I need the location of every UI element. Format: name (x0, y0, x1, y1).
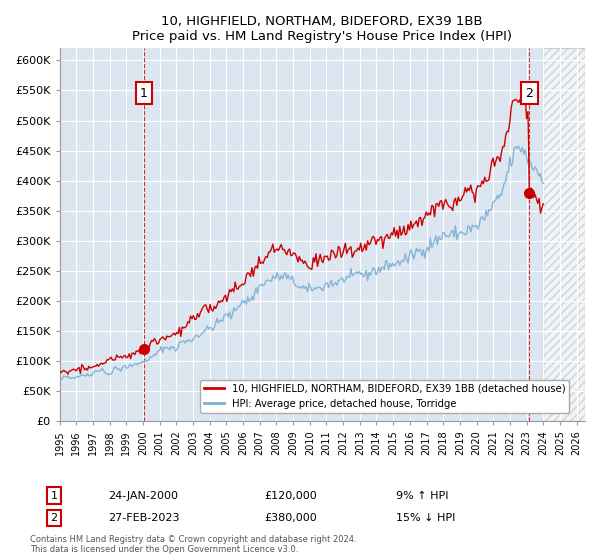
Text: 27-FEB-2023: 27-FEB-2023 (108, 513, 179, 523)
Text: £380,000: £380,000 (264, 513, 317, 523)
Text: 15% ↓ HPI: 15% ↓ HPI (396, 513, 455, 523)
Bar (543, 48, 585, 422)
Text: 1: 1 (50, 491, 58, 501)
Text: 2: 2 (526, 87, 533, 100)
Text: 2: 2 (50, 513, 58, 523)
Text: 24-JAN-2000: 24-JAN-2000 (108, 491, 178, 501)
Legend: 10, HIGHFIELD, NORTHAM, BIDEFORD, EX39 1BB (detached house), HPI: Average price,: 10, HIGHFIELD, NORTHAM, BIDEFORD, EX39 1… (200, 380, 569, 413)
Text: Contains HM Land Registry data © Crown copyright and database right 2024.
This d: Contains HM Land Registry data © Crown c… (30, 535, 356, 554)
Title: 10, HIGHFIELD, NORTHAM, BIDEFORD, EX39 1BB
Price paid vs. HM Land Registry's Hou: 10, HIGHFIELD, NORTHAM, BIDEFORD, EX39 1… (132, 15, 512, 43)
Text: £120,000: £120,000 (264, 491, 317, 501)
Text: 9% ↑ HPI: 9% ↑ HPI (396, 491, 449, 501)
Text: 1: 1 (140, 87, 148, 100)
